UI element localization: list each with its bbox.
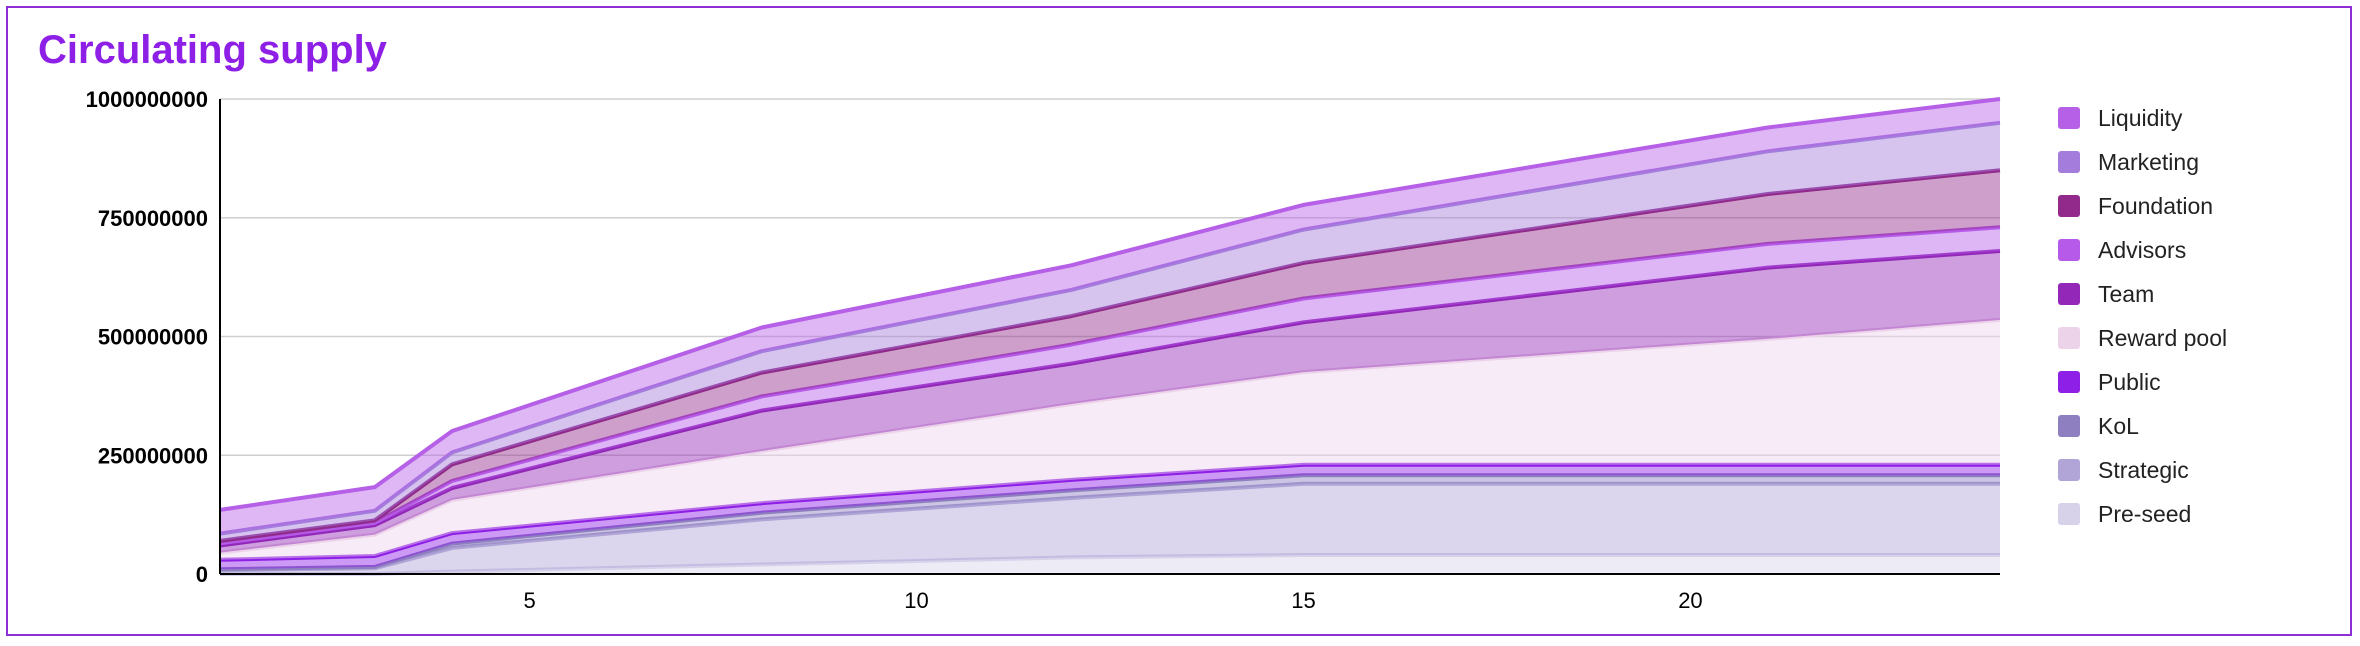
y-tick-label: 1000000000	[86, 87, 208, 112]
legend-label: Liquidity	[2098, 104, 2183, 131]
legend-item-reward-pool: Reward pool	[2058, 316, 2227, 360]
legend-item-kol: KoL	[2058, 404, 2227, 448]
x-tick-label: 5	[523, 588, 535, 613]
legend-swatch	[2058, 195, 2080, 217]
legend-swatch	[2058, 503, 2080, 525]
area-marketing	[220, 122, 2000, 541]
legend-label: Marketing	[2098, 148, 2199, 175]
legend-label: Pre-seed	[2098, 500, 2192, 527]
area-team	[220, 251, 2000, 553]
area-foundation	[220, 170, 2000, 544]
line-kol	[219, 473, 2000, 572]
legend-swatch	[2058, 239, 2080, 261]
line-advisors	[219, 225, 2001, 546]
legend-label: KoL	[2098, 412, 2139, 439]
legend-swatch	[2058, 371, 2080, 393]
legend-item-liquidity: Liquidity	[2058, 96, 2227, 140]
legend-swatch	[2058, 283, 2080, 305]
chart-frame	[6, 6, 2352, 636]
y-tick-label: 0	[196, 562, 208, 587]
legend-label: Strategic	[2098, 456, 2189, 483]
line-team	[219, 249, 2001, 548]
legend-item-advisors: Advisors	[2058, 228, 2227, 272]
line-reward-pool	[219, 317, 2001, 555]
y-tick-label: 500000000	[98, 325, 208, 350]
legend-swatch	[2058, 107, 2080, 129]
legend-item-public: Public	[2058, 360, 2227, 404]
legend-item-foundation: Foundation	[2058, 184, 2227, 228]
legend-label: Reward pool	[2098, 324, 2228, 351]
legend-swatch	[2058, 415, 2080, 437]
area-advisors	[220, 227, 2000, 546]
legend-item-strategic: Strategic	[2058, 448, 2227, 492]
chart-title: Circulating supply	[38, 28, 387, 72]
x-tick-label: 20	[1678, 588, 1702, 613]
line-liquidity	[219, 97, 2001, 512]
area-public	[220, 464, 2000, 570]
line-foundation	[219, 168, 2001, 543]
area-pre-seed	[220, 555, 2000, 574]
legend-swatch	[2058, 459, 2080, 481]
legend-item-team: Team	[2058, 272, 2227, 316]
area-liquidity	[220, 99, 2000, 534]
line-public	[219, 462, 2000, 562]
area-strategic	[220, 483, 2000, 574]
legend-item-marketing: Marketing	[2058, 140, 2227, 184]
area-reward-pool	[220, 319, 2000, 560]
legend-label: Public	[2098, 368, 2161, 395]
legend-item-pre-seed: Pre-seed	[2058, 492, 2227, 536]
legend-label: Team	[2098, 280, 2155, 307]
legend-label: Advisors	[2098, 236, 2187, 263]
legend-swatch	[2058, 327, 2080, 349]
line-marketing	[219, 120, 2001, 536]
x-tick-label: 10	[904, 588, 928, 613]
x-tick-label: 15	[1291, 588, 1315, 613]
legend-label: Foundation	[2098, 192, 2214, 219]
legend: Liquidity Marketing Foundation Advisors Team…	[2058, 96, 2227, 536]
y-tick-label: 750000000	[98, 206, 208, 231]
legend-swatch	[2058, 151, 2080, 173]
y-tick-label: 250000000	[98, 443, 208, 468]
